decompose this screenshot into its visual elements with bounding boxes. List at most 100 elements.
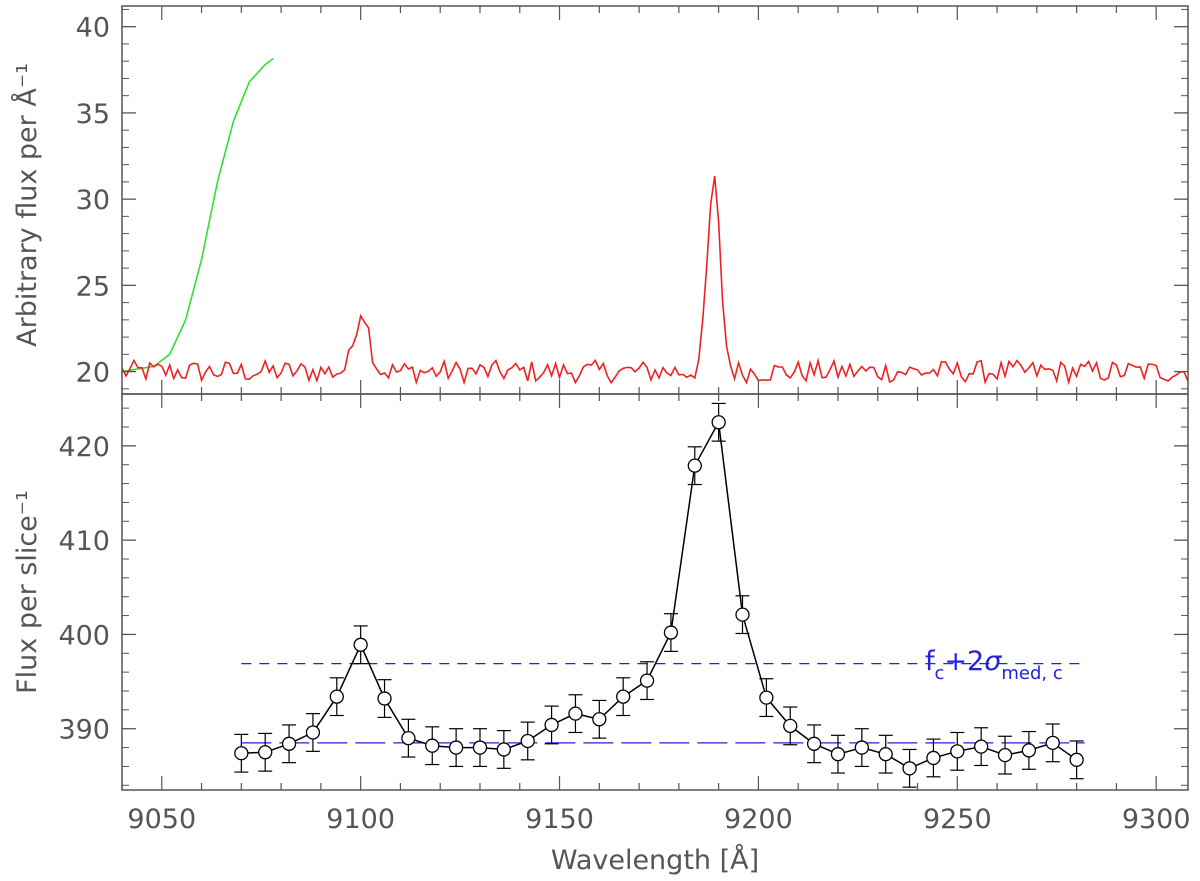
point-marker xyxy=(425,738,440,753)
point-marker xyxy=(1021,743,1037,758)
top-frame xyxy=(121,5,1189,395)
data-point xyxy=(663,613,679,653)
point-marker xyxy=(783,718,798,734)
point-marker xyxy=(639,673,655,688)
y-tick-label: 410 xyxy=(58,526,110,557)
data-point xyxy=(830,734,846,774)
data-point xyxy=(1069,740,1084,780)
data-point xyxy=(592,699,607,739)
y-tick-label: 30 xyxy=(76,185,110,216)
point-marker xyxy=(854,740,869,755)
y-tick-label: 40 xyxy=(76,13,110,44)
data-point xyxy=(496,729,512,769)
point-marker xyxy=(305,725,321,740)
y-tick-label: 420 xyxy=(58,432,110,463)
point-marker xyxy=(401,730,416,746)
x-tick-label: 9150 xyxy=(525,804,594,835)
point-marker xyxy=(258,745,273,760)
x-tick-label: 9100 xyxy=(326,804,395,835)
bottom-panel: 390 400 410 420 9050 9100 9150 9200 9250 9300 Fl… xyxy=(12,394,1191,876)
data-point xyxy=(472,728,488,768)
data-point xyxy=(806,724,822,764)
threshold-lines xyxy=(241,663,1085,744)
point-marker xyxy=(806,736,822,751)
data-point xyxy=(687,446,702,486)
data-point xyxy=(902,748,917,788)
point-marker xyxy=(281,736,297,751)
data-point xyxy=(616,677,631,717)
y-tick-label: 25 xyxy=(76,271,110,302)
data-point xyxy=(568,694,583,734)
data-point xyxy=(735,595,750,635)
data-point xyxy=(353,625,368,665)
bottom-frame xyxy=(121,393,1189,791)
data-point xyxy=(425,726,440,766)
data-point xyxy=(1021,730,1037,770)
point-marker xyxy=(902,761,917,776)
total-throughput-curve xyxy=(121,57,274,373)
x-tick-label: 9050 xyxy=(127,804,196,835)
data-point xyxy=(329,677,344,717)
data-point xyxy=(950,731,965,771)
point-marker xyxy=(377,691,392,706)
point-marker xyxy=(496,742,512,757)
data-point xyxy=(377,679,392,719)
point-marker xyxy=(472,740,488,755)
top-panel: 20 25 30 35 40 Arbitrary flux per Å⁻¹ xyxy=(11,6,1189,394)
point-marker xyxy=(878,747,893,762)
data-point xyxy=(281,724,297,764)
bottom-x-ticks: 9050 9100 9150 9200 9250 9300 xyxy=(121,394,1191,835)
point-marker xyxy=(663,625,679,640)
data-point xyxy=(783,706,798,746)
data-point xyxy=(234,733,249,773)
point-marker xyxy=(1069,752,1084,767)
point-marker xyxy=(711,415,726,430)
point-marker xyxy=(735,607,750,622)
data-point xyxy=(997,735,1013,775)
point-marker xyxy=(568,706,583,721)
top-y-ticks: 20 25 30 35 40 xyxy=(76,8,1188,390)
y-tick-label: 20 xyxy=(76,358,110,389)
point-marker xyxy=(926,750,941,766)
point-marker xyxy=(520,733,535,749)
y-tick-label: 35 xyxy=(76,99,110,130)
point-marker xyxy=(830,747,846,762)
point-marker xyxy=(448,740,464,755)
x-tick-label: 9200 xyxy=(724,804,793,835)
data-point xyxy=(401,718,416,758)
point-marker xyxy=(592,712,607,727)
point-marker xyxy=(1045,735,1060,751)
data-point xyxy=(520,721,535,761)
x-axis-label: Wavelength [Å] xyxy=(551,844,759,876)
bottom-y-axis-label: Flux per slice⁻¹ xyxy=(12,490,43,694)
data-point xyxy=(974,727,989,767)
point-marker xyxy=(759,690,774,705)
point-marker xyxy=(687,458,702,473)
point-marker xyxy=(329,689,344,704)
bottom-y-ticks: 390 400 410 420 xyxy=(58,407,1188,786)
data-point xyxy=(448,728,464,768)
top-x-ticks xyxy=(121,6,1157,394)
data-point xyxy=(711,402,726,442)
top-y-axis-label: Arbitrary flux per Å⁻¹ xyxy=(11,63,43,347)
y-tick-label: 390 xyxy=(58,715,110,746)
data-point xyxy=(639,661,655,701)
data-point xyxy=(759,678,774,718)
data-point xyxy=(854,728,869,768)
data-point xyxy=(1045,723,1060,763)
x-tick-label: 9300 xyxy=(1122,804,1191,835)
point-marker xyxy=(974,739,989,754)
data-point xyxy=(544,705,559,745)
flux-line xyxy=(241,419,1078,770)
data-point xyxy=(926,738,941,778)
point-marker xyxy=(997,747,1013,763)
point-marker xyxy=(234,746,249,761)
point-marker xyxy=(353,637,368,652)
data-point xyxy=(305,713,321,752)
data-point xyxy=(878,734,893,774)
point-marker xyxy=(544,717,559,733)
point-marker xyxy=(950,744,965,759)
point-marker xyxy=(616,689,631,704)
red-spectrum-curve xyxy=(121,175,1189,386)
